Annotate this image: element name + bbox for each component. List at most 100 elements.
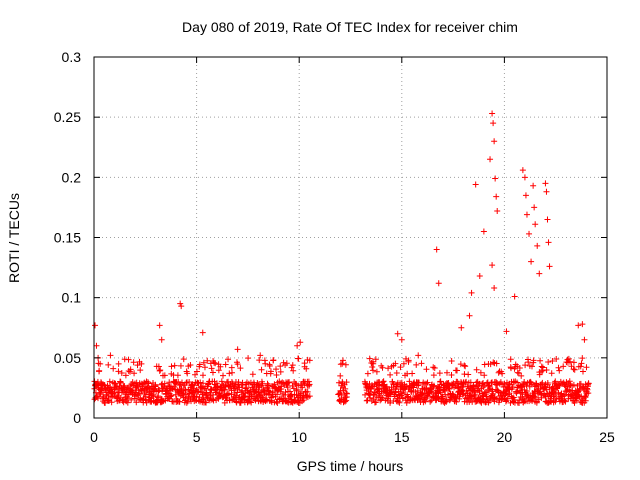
data-point (490, 359, 497, 366)
data-point (502, 390, 509, 397)
data-point (131, 370, 138, 377)
data-point (521, 174, 528, 181)
data-point (293, 387, 300, 394)
data-point (102, 385, 109, 392)
data-point (290, 367, 297, 374)
data-point (106, 397, 113, 404)
data-point (542, 180, 549, 187)
data-point (270, 357, 277, 364)
data-point (544, 216, 551, 223)
data-point (461, 362, 468, 369)
data-point (301, 360, 308, 367)
data-point (491, 285, 498, 292)
data-point (488, 380, 495, 387)
data-point (344, 390, 351, 397)
data-point (367, 388, 374, 395)
data-point (229, 369, 236, 376)
x-tick-label: 15 (394, 429, 410, 445)
data-point (585, 390, 592, 397)
data-point (201, 364, 208, 371)
y-tick-label: 0.1 (62, 290, 82, 306)
data-point (278, 386, 285, 393)
data-point (519, 383, 526, 390)
data-point (530, 359, 537, 366)
data-point (255, 383, 262, 390)
data-point (431, 382, 438, 389)
data-point (225, 356, 232, 363)
data-point (203, 399, 210, 406)
data-point (259, 380, 266, 387)
data-point (97, 360, 104, 367)
data-point (462, 363, 469, 370)
data-point (406, 378, 413, 385)
data-point (553, 395, 560, 402)
data-point (206, 390, 213, 397)
data-point (507, 356, 514, 363)
data-point (530, 182, 537, 189)
data-point (233, 398, 240, 405)
data-point (548, 370, 555, 377)
data-point (380, 382, 387, 389)
data-point (483, 393, 490, 400)
data-point (237, 399, 244, 406)
data-point (183, 379, 190, 386)
data-point (476, 273, 483, 280)
data-point (545, 358, 552, 365)
data-point (180, 356, 187, 363)
grid-lines (94, 57, 607, 418)
data-point (565, 355, 572, 362)
data-point (209, 369, 216, 376)
data-point (570, 381, 577, 388)
data-point (167, 393, 174, 400)
data-point (139, 383, 146, 390)
data-point (207, 392, 214, 399)
data-point (494, 208, 501, 215)
data-point (514, 369, 521, 376)
data-point (406, 397, 413, 404)
data-point (200, 359, 207, 366)
data-point (494, 382, 501, 389)
data-point (195, 397, 202, 404)
data-point (287, 393, 294, 400)
data-point (234, 361, 241, 368)
data-point (465, 371, 472, 378)
data-point (199, 329, 206, 336)
data-point (115, 360, 122, 367)
data-point (141, 389, 148, 396)
data-point (487, 397, 494, 404)
data-point (538, 363, 545, 370)
data-point (117, 378, 124, 385)
data-point (118, 369, 125, 376)
x-axis-label: GPS time / hours (297, 458, 404, 474)
data-point (203, 389, 210, 396)
data-point (523, 211, 530, 218)
data-point (430, 364, 437, 371)
data-point (193, 368, 200, 375)
data-point (481, 361, 488, 368)
data-point (581, 336, 588, 343)
data-point (435, 280, 442, 287)
data-point (124, 395, 131, 402)
data-point (122, 372, 129, 379)
data-point (190, 385, 197, 392)
data-point (257, 352, 264, 359)
data-point (387, 371, 394, 378)
data-point (335, 391, 342, 398)
data-point (493, 193, 500, 200)
data-point (399, 395, 406, 402)
data-point (366, 394, 373, 401)
data-point (366, 355, 373, 362)
data-point (506, 390, 513, 397)
data-point (546, 263, 553, 270)
data-point (519, 167, 526, 174)
data-point (563, 387, 570, 394)
data-point (266, 388, 273, 395)
data-point (304, 388, 311, 395)
data-point (452, 382, 459, 389)
data-point (493, 360, 500, 367)
data-point (556, 367, 563, 374)
data-point (431, 364, 438, 371)
data-point (373, 399, 380, 406)
data-point (137, 367, 144, 374)
data-point (274, 399, 281, 406)
